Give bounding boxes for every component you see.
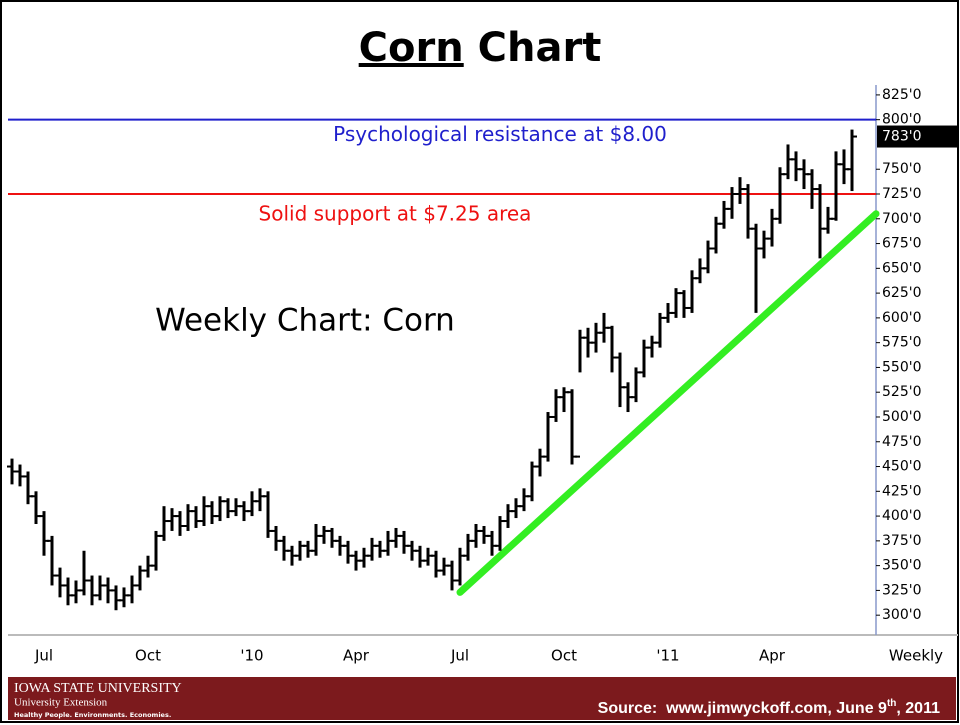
footer-unit: University Extension [14, 697, 108, 709]
y-tick-label: 675'0 [882, 236, 921, 252]
y-tick-label: 800'0 [882, 112, 921, 128]
y-tick-label: 750'0 [882, 161, 921, 177]
title-underlined: Corn [359, 25, 464, 71]
y-tick-label: 725'0 [882, 186, 921, 202]
level-annotation: Psychological resistance at $8.00 [333, 122, 667, 146]
y-tick-label: 425'0 [882, 483, 921, 499]
footer-org: IOWA STATE UNIVERSITY [14, 681, 182, 696]
y-tick-label: 525'0 [882, 384, 921, 400]
footer-source: Source: www.jimwyckoff.com, June 9th, 20… [598, 698, 940, 718]
y-tick-label: 625'0 [882, 285, 921, 301]
y-tick-label: 375'0 [882, 533, 921, 549]
last-price-label: 783'0 [882, 129, 921, 145]
footer-band [8, 677, 956, 720]
trend-line [456, 210, 880, 596]
y-tick-label: 450'0 [882, 459, 921, 475]
y-tick-label: 475'0 [882, 434, 921, 450]
y-tick-label: 575'0 [882, 335, 921, 351]
x-tick-label: Apr [759, 647, 786, 665]
y-tick-label: 300'0 [882, 607, 921, 623]
x-tick-label: '10 [240, 647, 263, 665]
source-sup: th [887, 698, 896, 709]
y-tick-label: 650'0 [882, 260, 921, 276]
y-tick-label: 350'0 [882, 558, 921, 574]
x-tick-label: '11 [656, 647, 679, 665]
y-tick-label: 700'0 [882, 211, 921, 227]
footer-motto: Healthy People. Environments. Economies. [14, 711, 171, 719]
y-tick-label: 600'0 [882, 310, 921, 326]
title-rest: Chart [478, 25, 602, 71]
chart-title: Corn Chart [359, 25, 602, 71]
y-tick-label: 825'0 [882, 87, 921, 103]
x-tick-label: Jul [34, 647, 53, 665]
x-tick-label: Jul [450, 647, 469, 665]
x-tick-label: Oct [135, 647, 161, 665]
y-tick-label: 550'0 [882, 359, 921, 375]
x-tick-label: Apr [343, 647, 370, 665]
y-tick-label: 400'0 [882, 508, 921, 524]
source-end: , 2011 [896, 700, 940, 717]
source-main: Source: www.jimwyckoff.com, June 9 [598, 700, 887, 717]
last-price-box [877, 125, 957, 148]
chart-subtitle: Weekly Chart: Corn [155, 303, 455, 339]
x-period-label: Weekly [889, 647, 943, 665]
x-tick-label: Oct [551, 647, 577, 665]
y-tick-label: 325'0 [882, 582, 921, 598]
y-tick-label: 500'0 [882, 409, 921, 425]
level-annotation: Solid support at $7.25 area [259, 202, 532, 226]
